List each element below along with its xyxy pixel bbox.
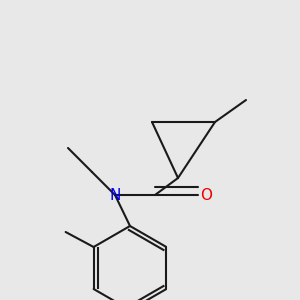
Text: N: N bbox=[109, 188, 121, 202]
Text: O: O bbox=[200, 188, 212, 202]
